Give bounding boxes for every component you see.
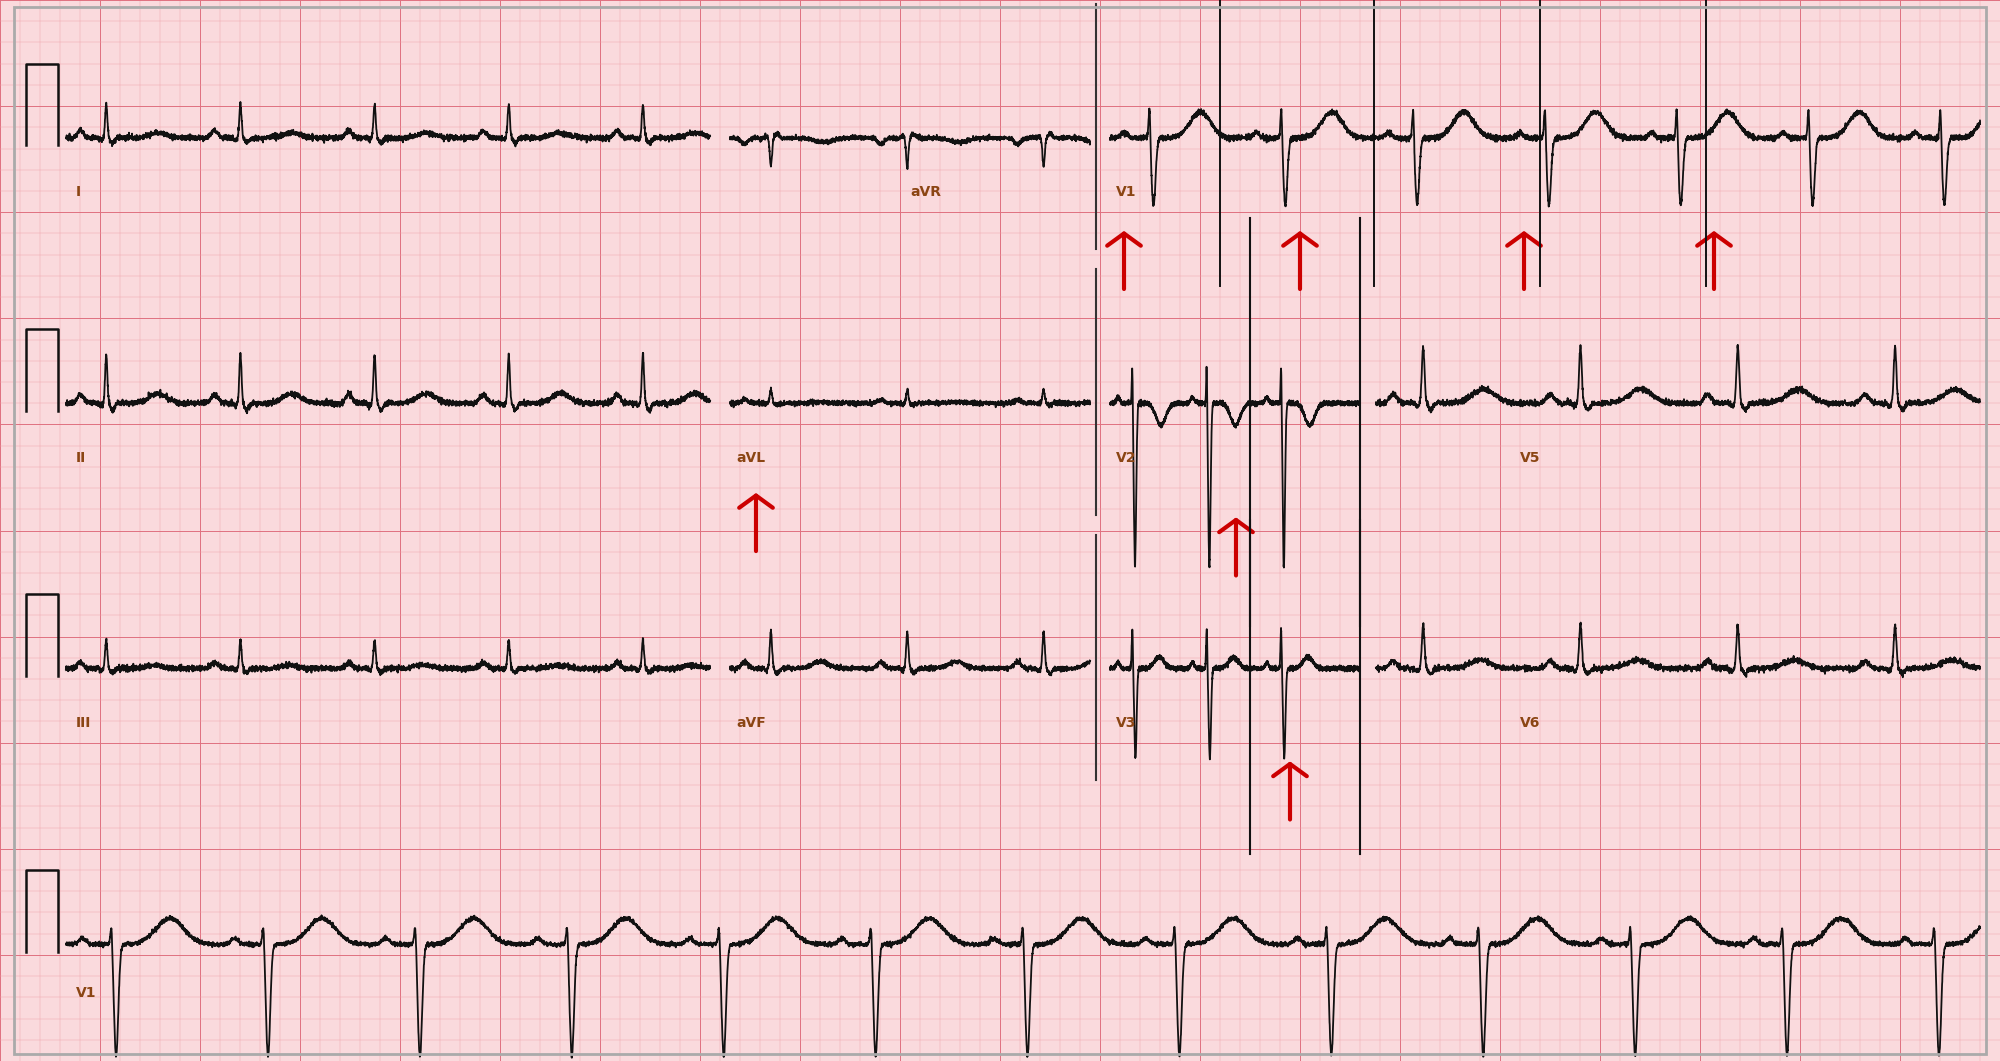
Text: III: III: [76, 716, 92, 730]
Text: aVF: aVF: [736, 716, 766, 730]
Text: II: II: [76, 451, 86, 465]
Text: V1: V1: [76, 987, 96, 1001]
Text: V2: V2: [1116, 451, 1136, 465]
Text: aVR: aVR: [910, 186, 942, 199]
Text: aVL: aVL: [736, 451, 766, 465]
Text: V6: V6: [1520, 716, 1540, 730]
Text: V5: V5: [1520, 451, 1540, 465]
Text: V1: V1: [1116, 186, 1136, 199]
Text: V3: V3: [1116, 716, 1136, 730]
Text: I: I: [76, 186, 82, 199]
